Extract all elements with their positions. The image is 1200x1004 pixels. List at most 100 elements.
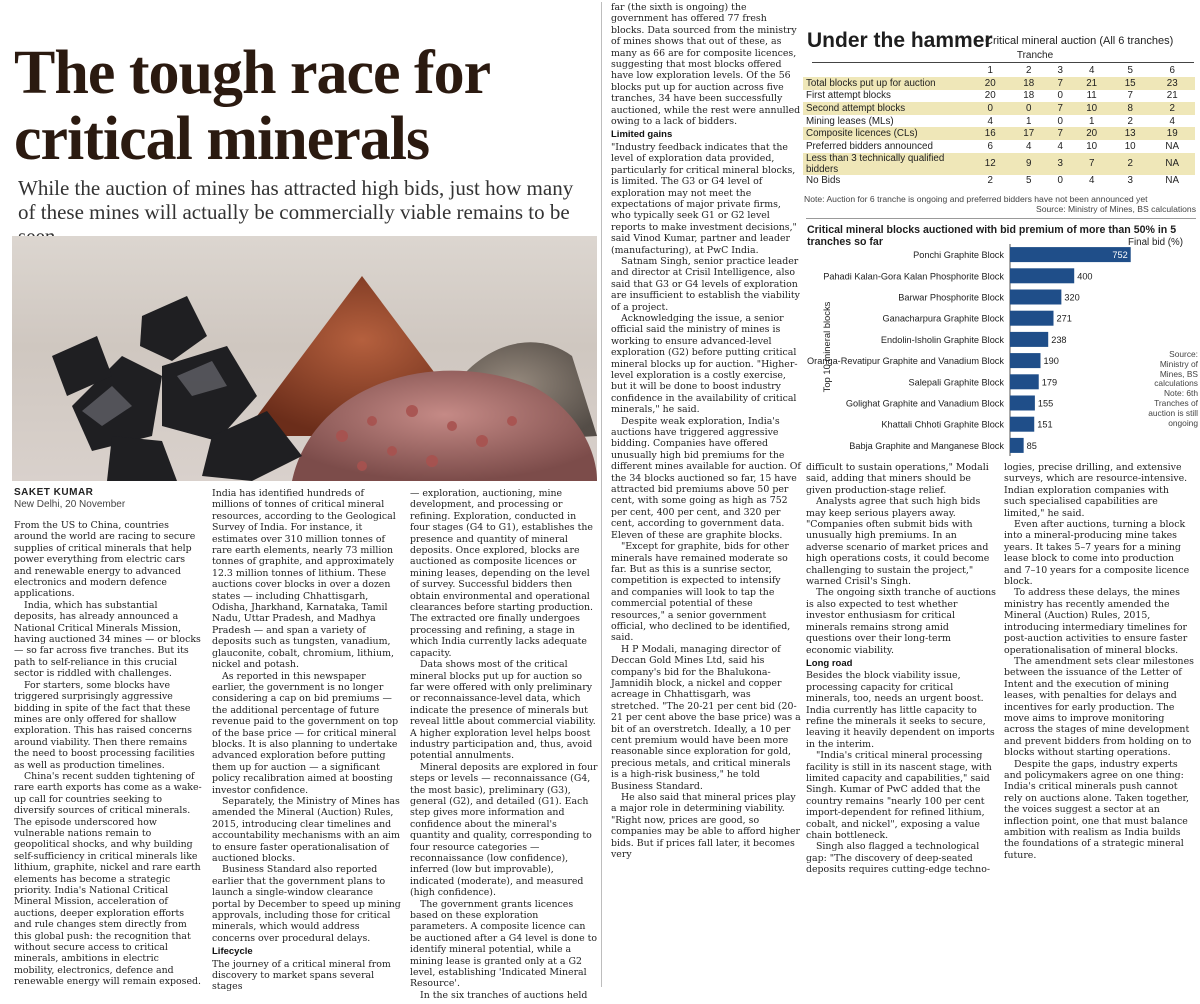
table-cell: 20 [971, 77, 1010, 90]
table-cell: 10 [1086, 140, 1098, 152]
paragraph: Even after auctions, turning a block int… [1004, 519, 1190, 588]
paragraph: H P Modali, managing director of Deccan … [611, 643, 801, 792]
column-header: 2 [1026, 65, 1032, 76]
paragraph: logies, precise drilling, and extensive … [1004, 462, 1188, 519]
table-cell: 20 [984, 90, 996, 102]
section-heading-limited-gains: Limited gains [611, 129, 673, 141]
table-cell: 2 [1149, 102, 1195, 115]
author-name: SAKET KUMAR [14, 487, 94, 498]
row-label: Less than 3 technically qualified bidder… [803, 152, 971, 175]
paragraph: far (the sixth is ongoing) the governmen… [611, 2, 801, 128]
bar [1010, 268, 1075, 284]
table-cell: 4 [1026, 140, 1032, 152]
table-cell: 17 [1009, 127, 1048, 140]
section-heading-long-road: Long road [806, 657, 853, 669]
paragraph: From the US to China, countries around t… [14, 520, 196, 600]
table-cell: 2 [1110, 152, 1150, 175]
table-cell: 10 [1072, 102, 1111, 115]
dateline: New Delhi, 20 November [14, 499, 126, 510]
row-label: Preferred bidders announced [806, 140, 933, 152]
table-cell: 3 [1127, 175, 1133, 187]
row-label: No Bids [806, 175, 841, 187]
category-label: Khattali Chhoti Graphite Block [881, 420, 1004, 430]
table-cell: 4 [1088, 175, 1095, 187]
column-header: 4 [1088, 65, 1095, 76]
row-label: Total blocks put up for auction [803, 77, 971, 90]
row-label: First attempt blocks [806, 90, 891, 102]
table-cell: 6 [987, 140, 993, 152]
mineral-heaps-illustration [52, 276, 597, 481]
table-note: Note: Auction for 6 tranche is ongoing a… [804, 194, 1148, 204]
category-label: Barwar Phosphorite Block [898, 293, 1004, 303]
paragraph: India has identified hundreds of million… [212, 488, 396, 671]
column-header: 5 [1127, 65, 1133, 76]
table-cell: 21 [1072, 77, 1111, 90]
table-cell: 1 [1026, 115, 1032, 127]
value-label: 238 [1051, 335, 1066, 345]
table-cell: 18 [1023, 90, 1035, 102]
table-row: Less than 3 technically qualified bidder… [803, 152, 1195, 175]
article-column-6: logies, precise drilling, and extensive … [1004, 462, 1194, 861]
table-subtitle: Critical mineral auction (All 6 tranches… [985, 35, 1174, 47]
value-label: 190 [1044, 356, 1059, 366]
paragraph: In the six tranches of auctions held so [410, 989, 588, 1004]
table-title: Under the hammer [807, 29, 993, 52]
column-header: 6 [1169, 65, 1175, 76]
table-source: Source: Ministry of Mines, BS calculatio… [1036, 204, 1196, 214]
table-cell: 19 [1149, 127, 1195, 140]
table-cell: 5 [1026, 175, 1032, 187]
row-label: Second attempt blocks [803, 102, 971, 115]
table-cell: 15 [1110, 77, 1150, 90]
table-cell: 11 [1086, 90, 1097, 102]
article-column-1: From the US to China, countries around t… [14, 520, 202, 988]
table-cell: 0 [1009, 102, 1048, 115]
table-header-blank [803, 64, 971, 77]
paragraph: "Except for graphite, bids for other min… [611, 541, 791, 644]
table-cell: 7 [1048, 102, 1073, 115]
table-cell: 4 [1169, 115, 1175, 127]
table-header-row: 1 2 3 4 5 6 [803, 64, 1195, 77]
value-label: 155 [1038, 399, 1053, 409]
category-label: Salepali Graphite Block [909, 377, 1005, 387]
paragraph: Singh also flagged a technological gap: … [806, 841, 991, 876]
table-body: Total blocks put up for auction 20 18 7 21 15… [803, 77, 1195, 187]
paragraph: The government grants licences based on … [410, 898, 598, 990]
table-cell: 7 [1048, 77, 1073, 90]
category-label: Golighat Graphite and Vanadium Block [846, 399, 1005, 409]
article-column-3: — exploration, auctioning, mine developm… [410, 488, 598, 1004]
category-label: Pahadi Kalan-Gora Kalan Phosphorite Bloc… [823, 271, 1004, 281]
column-header: 3 [1057, 65, 1063, 76]
table-cell: 0 [971, 102, 1010, 115]
table-footnote: Note: Auction for 6 tranche is ongoing a… [804, 194, 1196, 214]
paragraph: The amendment sets clear milestones betw… [1004, 655, 1194, 759]
table-cell: 3 [1048, 152, 1073, 175]
paragraph: "India's critical mineral processing fac… [806, 750, 992, 841]
paragraph: — exploration, auctioning, mine developm… [410, 488, 594, 659]
table-cell: 4 [1057, 140, 1063, 152]
table-cell: 13 [1110, 127, 1150, 140]
category-label: Ganacharpura Graphite Block [882, 314, 1004, 324]
value-label: 752 [1112, 250, 1127, 260]
chart-source-note: Source: Ministry of Mines, BS calculatio… [1148, 349, 1198, 428]
chart-title: Critical mineral blocks auctioned with b… [807, 224, 1177, 248]
paragraph: China's recent sudden tightening of rare… [14, 770, 202, 988]
paragraph: To address these delays, the mines minis… [1004, 587, 1188, 656]
table-cell: 23 [1149, 77, 1195, 90]
table-cell: 2 [1127, 115, 1133, 127]
paragraph: Business Standard also reported earlier … [212, 864, 401, 944]
bid-premium-bar-chart: Ponchi Graphite Block 752 Pahadi Kalan-Gor… [807, 244, 1131, 456]
table-cell: NA [1165, 175, 1180, 187]
subheadline: While the auction of mines has attracted… [18, 176, 574, 248]
table-cell: 0 [1057, 175, 1063, 187]
paragraph: Despite the gaps, industry experts and p… [1004, 758, 1189, 861]
column-header: 1 [987, 65, 993, 76]
tranche-rule [812, 62, 1194, 63]
paragraph: For starters, some blocks have triggered… [14, 679, 195, 771]
table-cell: NA [1165, 140, 1180, 152]
table-row: Second attempt blocks 0 0 7 10 8 2 [803, 102, 1195, 115]
value-label: 400 [1077, 271, 1092, 281]
table-row: Preferred bidders announced 6 4 4 10 10 NA [803, 140, 1195, 153]
paragraph: Acknowledging the issue, a senior offici… [611, 312, 798, 416]
minerals-photo [12, 236, 597, 481]
bar [1010, 247, 1131, 263]
